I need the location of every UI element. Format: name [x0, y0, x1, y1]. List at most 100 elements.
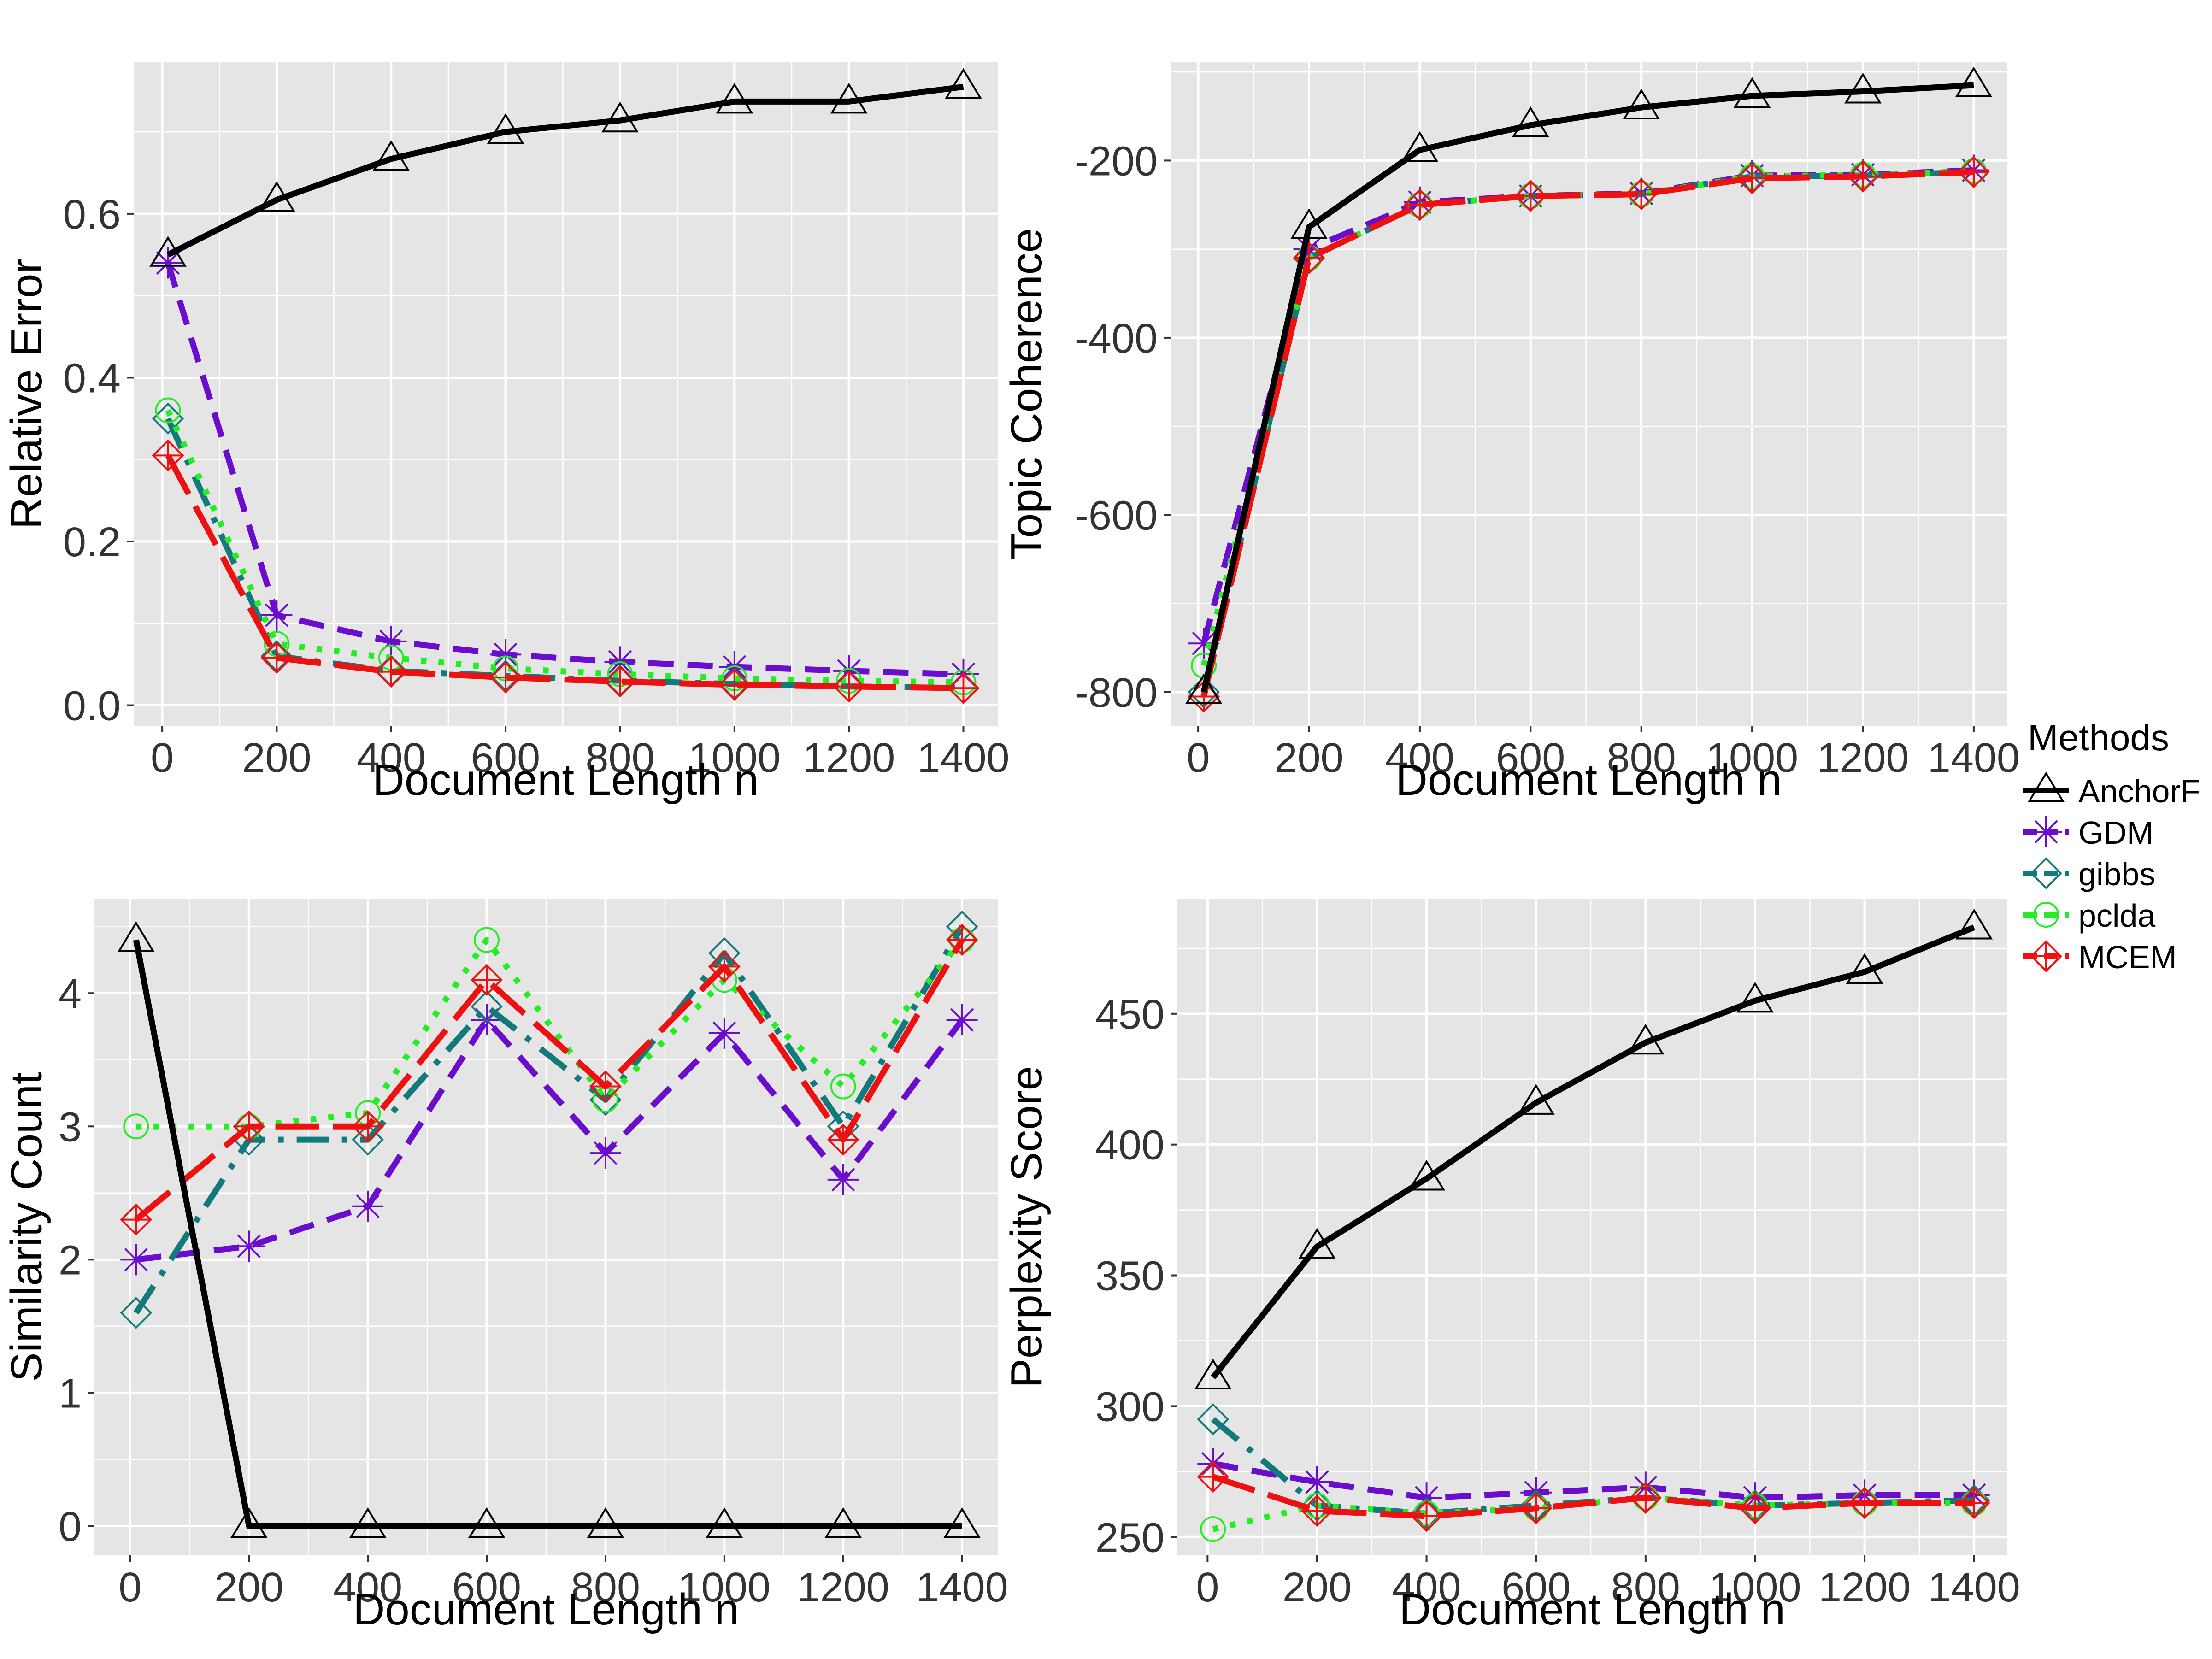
data-point-MCEM: [1404, 188, 1436, 221]
data-point-AnchorF: [1290, 208, 1328, 239]
legend-marker-MCEM: [2030, 940, 2062, 972]
data-point-MCEM: [152, 439, 184, 472]
data-point-MCEM: [1958, 156, 1990, 188]
legend-label: pclda: [2078, 898, 2155, 934]
series-line-pclda: [165, 409, 964, 686]
data-point-GDM: [589, 1137, 621, 1169]
x-tick-label: 1400: [916, 1565, 1008, 1611]
series-line-GDM: [1212, 1460, 1974, 1501]
x-tick-label: 1400: [1928, 735, 2020, 781]
series-line-MCEM: [165, 454, 964, 691]
data-point-AnchorF: [468, 1507, 506, 1538]
data-point-MCEM: [718, 669, 751, 701]
series-line-GDM: [165, 262, 964, 677]
data-point-gibbs: [120, 1297, 153, 1329]
x-tick-label: 400: [1385, 735, 1454, 781]
data-point-pclda: [1191, 653, 1217, 679]
y-tick-label: 1: [59, 1371, 82, 1417]
data-point-MCEM: [120, 1203, 153, 1236]
series-GDM: [120, 1004, 978, 1276]
x-tick-label: 800: [1611, 1565, 1680, 1611]
data-point-MCEM: [946, 924, 978, 956]
series-gibbs: [120, 910, 978, 1329]
x-tick-label: 600: [1496, 735, 1565, 781]
data-point-GDM: [233, 1230, 265, 1262]
data-point-AnchorF: [587, 1507, 624, 1538]
data-point-MCEM: [1301, 1494, 1333, 1527]
series-line-gibbs: [133, 925, 965, 1315]
data-point-AnchorF: [1194, 1359, 1232, 1389]
y-tick-label: 0.2: [63, 519, 121, 565]
x-tick-label: 200: [1282, 1565, 1352, 1611]
y-axis-title: Topic Coherence: [1002, 228, 1051, 560]
x-tick-label: 400: [333, 1565, 402, 1611]
chart-panels: 0 200 400 600 800 1000 1200 14000.00.20.40.6Doc…: [2, 62, 2020, 1634]
series-line-MCEM: [134, 938, 965, 1222]
series-line-MCEM: [1212, 1474, 1974, 1519]
series-line-GDM: [135, 1017, 965, 1263]
data-point-AnchorF: [1298, 1228, 1336, 1259]
y-tick-label: -400: [1075, 316, 1158, 362]
series-AnchorF: [117, 921, 981, 1538]
x-tick-label: 600: [1501, 1565, 1571, 1611]
data-point-AnchorF: [1736, 982, 1774, 1013]
data-point-AnchorF: [1512, 106, 1549, 137]
x-tick-label: 0: [118, 1565, 141, 1611]
data-point-MCEM: [1514, 180, 1547, 212]
data-point-AnchorF: [1627, 1024, 1665, 1055]
data-point-gibbs: [589, 1083, 622, 1116]
y-tick-label: 2: [59, 1237, 82, 1283]
data-point-MCEM: [260, 641, 293, 674]
y-tick-label: 300: [1095, 1384, 1165, 1430]
data-point-MCEM: [1847, 160, 1879, 193]
data-point-AnchorF: [117, 921, 155, 952]
data-point-AnchorF: [1517, 1084, 1555, 1115]
y-tick-label: -200: [1075, 138, 1158, 184]
y-axis-title: Perplexity Score: [1002, 1066, 1051, 1388]
x-tick-label: 1000: [1706, 735, 1798, 781]
data-point-AnchorF: [706, 1507, 743, 1538]
series-line-pclda: [1212, 1494, 1974, 1532]
y-tick-label: 4: [59, 971, 82, 1017]
y-tick-label: 450: [1095, 992, 1165, 1038]
x-tick-label: 800: [571, 1565, 640, 1611]
series-AnchorF: [1194, 908, 1993, 1389]
data-point-AnchorF: [943, 1507, 981, 1538]
data-point-AnchorF: [1955, 908, 1993, 940]
legend-marker-AnchorF: [2027, 771, 2065, 802]
y-axis-title: Relative Error: [2, 259, 51, 529]
legend-item-GDM: GDM: [2023, 815, 2153, 851]
data-point-pclda: [123, 1113, 149, 1140]
data-point-MCEM: [489, 661, 522, 694]
panel-background: [1171, 62, 2007, 726]
legend-label: AnchorF: [2078, 773, 2200, 809]
data-point-AnchorF: [349, 1507, 387, 1538]
chart-panel-1: 0 200 400 600 800 1000 1200 1400 0.0 0.2 0.4 0.6 Doc…: [2, 62, 1010, 805]
data-point-pclda: [474, 927, 500, 953]
legend-marker-gibbs: [2030, 857, 2062, 889]
series-MCEM: [152, 439, 980, 705]
legend-label: MCEM: [2078, 939, 2177, 975]
data-point-AnchorF: [716, 82, 753, 114]
data-point-gibbs: [152, 402, 184, 435]
x-tick-label: 1200: [1817, 735, 1909, 781]
data-point-MCEM: [1520, 1492, 1553, 1524]
legend-marker-GDM: [2030, 816, 2062, 847]
data-point-GDM: [352, 1190, 384, 1222]
x-tick-label: 1200: [1818, 1565, 1911, 1611]
data-point-AnchorF: [1733, 77, 1771, 108]
panel-background: [1177, 899, 2007, 1555]
data-point-GDM: [946, 1004, 978, 1036]
x-tick-label: 600: [452, 1565, 521, 1611]
chart-panel-3: 0 200 400 600 800 1000 1200 1400 0 1 2 3 4 Document L…: [2, 899, 1008, 1634]
series-MCEM: [1197, 1460, 1990, 1532]
data-point-gibbs: [1197, 1403, 1230, 1435]
x-tick-label: 800: [585, 735, 654, 781]
y-tick-label: 3: [59, 1104, 82, 1150]
x-tick-label: 1200: [803, 735, 895, 781]
data-point-GDM: [120, 1244, 152, 1276]
series-MCEM: [120, 924, 978, 1236]
legend: Methods AnchorF GDM gibbs pclda MCEM: [2023, 717, 2200, 975]
x-tick-label: 200: [214, 1565, 283, 1611]
